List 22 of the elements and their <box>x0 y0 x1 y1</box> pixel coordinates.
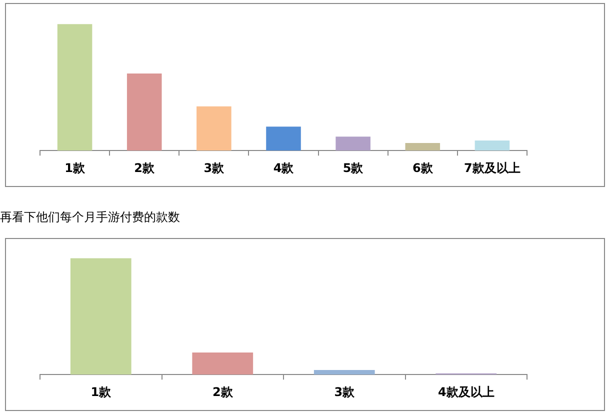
x-tick-label: 2款 <box>212 384 234 399</box>
x-tick-label: 1款 <box>64 160 86 175</box>
bar <box>126 73 162 151</box>
bar <box>314 370 375 375</box>
x-tick-label: 3款 <box>204 160 226 175</box>
x-tick-label: 3款 <box>334 384 356 399</box>
x-tick-label: 6款 <box>412 160 434 175</box>
bar <box>192 352 254 375</box>
bar <box>266 126 301 151</box>
x-tick-label: 4款及以上 <box>438 384 494 399</box>
bar <box>70 258 132 375</box>
x-tick-label: 4款 <box>273 160 295 175</box>
bar <box>196 106 232 151</box>
x-tick-label: 5款 <box>342 160 364 175</box>
chart-title: 再看下他们每个月手游付费的款数 <box>0 209 180 226</box>
x-tick-label: 2款 <box>134 160 156 175</box>
bar <box>474 140 510 151</box>
bar <box>336 136 370 151</box>
bar <box>405 143 440 151</box>
x-tick-label: 7款及以上 <box>464 160 520 175</box>
bar <box>57 24 92 151</box>
x-tick-label: 1款 <box>90 384 112 399</box>
